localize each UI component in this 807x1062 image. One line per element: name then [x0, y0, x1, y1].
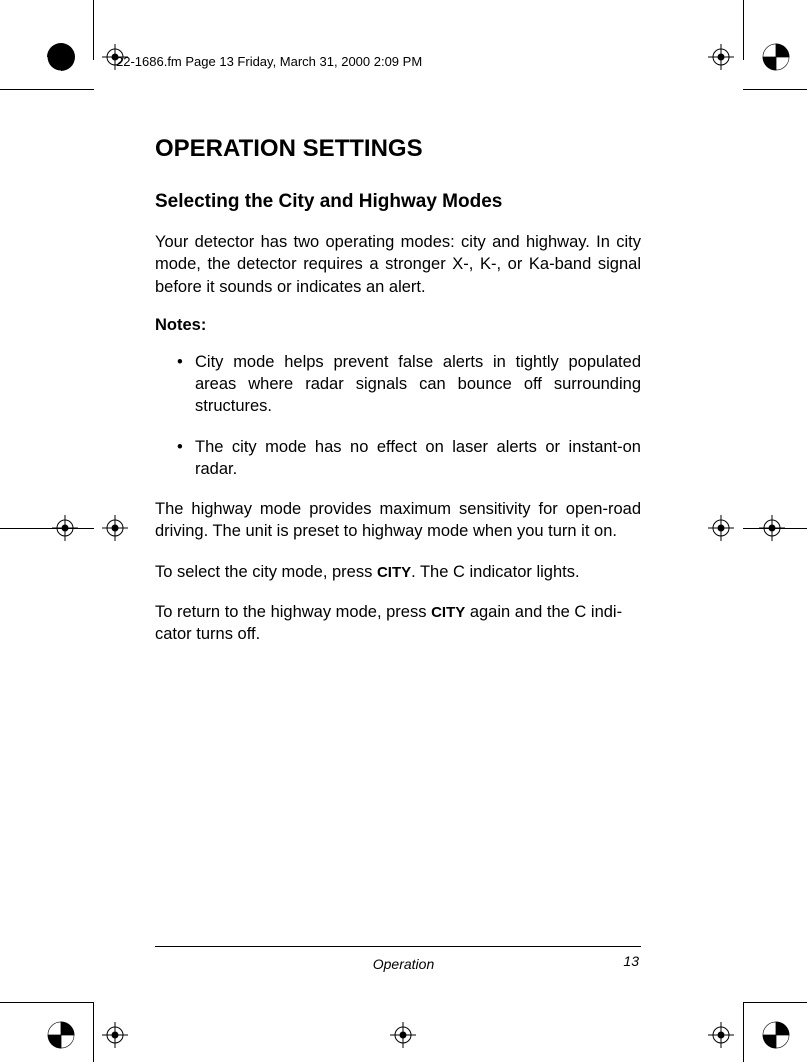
bullet-icon: •	[177, 436, 195, 481]
crop-mark	[743, 0, 744, 60]
register-mark-icon	[759, 515, 785, 541]
notes-label: Notes:	[155, 316, 641, 335]
register-mark-icon	[102, 1022, 128, 1048]
footer-page-number: 13	[623, 953, 639, 969]
text-run: To select the city mode, press	[155, 563, 377, 581]
bold-text: CITY	[377, 564, 411, 581]
bold-text: CITY	[431, 604, 465, 621]
register-mark-icon	[708, 515, 734, 541]
list-item-text: The city mode has no effect on laser ale…	[195, 436, 641, 481]
register-mark-icon	[390, 1022, 416, 1048]
bullet-list: • City mode helps prevent false alerts i…	[155, 351, 641, 480]
pinwheel-icon	[762, 1021, 790, 1049]
register-mark-icon	[708, 44, 734, 70]
crop-mark	[743, 89, 807, 90]
crop-mark	[0, 1002, 94, 1003]
header-filename: 22-1686.fm Page 13 Friday, March 31, 200…	[116, 54, 422, 69]
crop-mark	[743, 1002, 744, 1062]
pinwheel-icon	[47, 1021, 75, 1049]
register-mark-icon	[52, 515, 78, 541]
page-content: OPERATION SETTINGS Selecting the City an…	[155, 135, 641, 663]
pinwheel-icon	[47, 43, 75, 71]
text-run: To return to the highway mode, press	[155, 603, 431, 621]
list-item: • The city mode has no effect on laser a…	[155, 436, 641, 481]
register-mark-icon	[102, 515, 128, 541]
text-run: . The C indicator lights.	[411, 563, 579, 581]
bullet-icon: •	[177, 351, 195, 418]
heading-2: Selecting the City and Highway Modes	[155, 191, 641, 213]
paragraph: Your detector has two operating modes: c…	[155, 231, 641, 298]
crop-mark	[0, 89, 94, 90]
crop-mark	[93, 0, 94, 60]
pinwheel-icon	[762, 43, 790, 71]
crop-mark	[0, 528, 94, 529]
paragraph: To return to the highway mode, press CIT…	[155, 601, 641, 646]
list-item: • City mode helps prevent false alerts i…	[155, 351, 641, 418]
register-mark-icon	[708, 1022, 734, 1048]
crop-mark	[743, 1002, 807, 1003]
crop-mark	[93, 1002, 94, 1062]
paragraph: To select the city mode, press CITY. The…	[155, 561, 641, 583]
heading-1: OPERATION SETTINGS	[155, 135, 641, 163]
footer-divider	[155, 946, 641, 947]
paragraph: The highway mode provides maximum sensit…	[155, 498, 641, 543]
list-item-text: City mode helps prevent false alerts in …	[195, 351, 641, 418]
footer-section-label: Operation	[0, 956, 807, 972]
